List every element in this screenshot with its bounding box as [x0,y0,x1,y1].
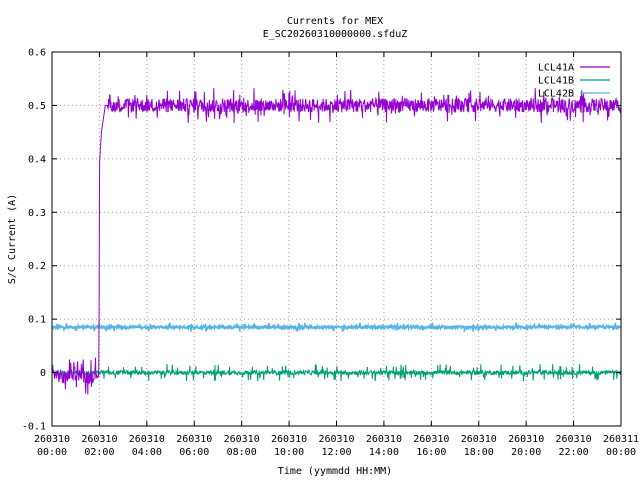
x-axis-label: Time (yymmdd HH:MM) [278,466,392,477]
x-tick-label-date: 260310 [224,434,260,445]
x-tick-label-time: 16:00 [416,447,446,458]
series-line-lcl41b [51,363,622,382]
x-tick-label-date: 260310 [81,434,117,445]
x-tick-label-date: 260310 [271,434,307,445]
y-tick-label: -0.1 [22,422,46,433]
series-line-lcl41a [51,87,622,395]
y-tick-label: 0 [40,368,46,379]
legend-label-lcl41a: LCL41A [538,63,574,74]
y-tick-label: 0.3 [28,208,46,219]
x-tick-label-time: 22:00 [559,447,589,458]
y-axis-label: S/C Current (A) [7,194,18,284]
x-tick-label-date: 260310 [34,434,70,445]
x-tick-label-time: 02:00 [84,447,114,458]
x-tick-label-date: 260310 [318,434,354,445]
x-axis: 260310 00:00 260310 02:00 260310 04:00 260310 0… [34,52,639,458]
y-tick-label: 0.5 [28,101,46,112]
x-tick-label-date: 260310 [413,434,449,445]
x-tick-label-date: 260311 [603,434,639,445]
x-tick-label-time: 14:00 [369,447,399,458]
x-tick-label-time: 20:00 [511,447,541,458]
series-line-lcl42b [51,322,622,332]
x-tick-label-date: 260310 [508,434,544,445]
y-axis: -0.1 0 0.1 0.2 0.3 0.4 0.5 0.6 [22,48,621,433]
y-tick-label: 0.2 [28,261,46,272]
y-tick-label: 0.6 [28,48,46,59]
x-tick-label-date: 260310 [366,434,402,445]
x-tick-label-time: 08:00 [227,447,257,458]
x-tick-label-time: 06:00 [179,447,209,458]
chart-subtitle: E_SC20260310000000.sfduZ [263,29,408,40]
x-tick-label-date: 260310 [176,434,212,445]
x-tick-label-time: 10:00 [274,447,304,458]
x-tick-label-time: 12:00 [321,447,351,458]
legend: LCL41A LCL41B LCL42B [538,63,610,100]
x-tick-label-time: 00:00 [37,447,67,458]
x-tick-label-date: 260310 [556,434,592,445]
legend-label-lcl42b: LCL42B [538,89,574,100]
y-tick-label: 0.1 [28,315,46,326]
x-tick-label-time: 18:00 [464,447,494,458]
x-tick-label-time: 00:00 [606,447,636,458]
y-tick-label: 0.4 [28,154,46,165]
legend-label-lcl41b: LCL41B [538,76,574,87]
plot-area [51,87,622,395]
x-tick-label-date: 260310 [461,434,497,445]
x-tick-label-date: 260310 [129,434,165,445]
chart-title: Currents for MEX [287,16,383,27]
x-tick-label-time: 04:00 [132,447,162,458]
